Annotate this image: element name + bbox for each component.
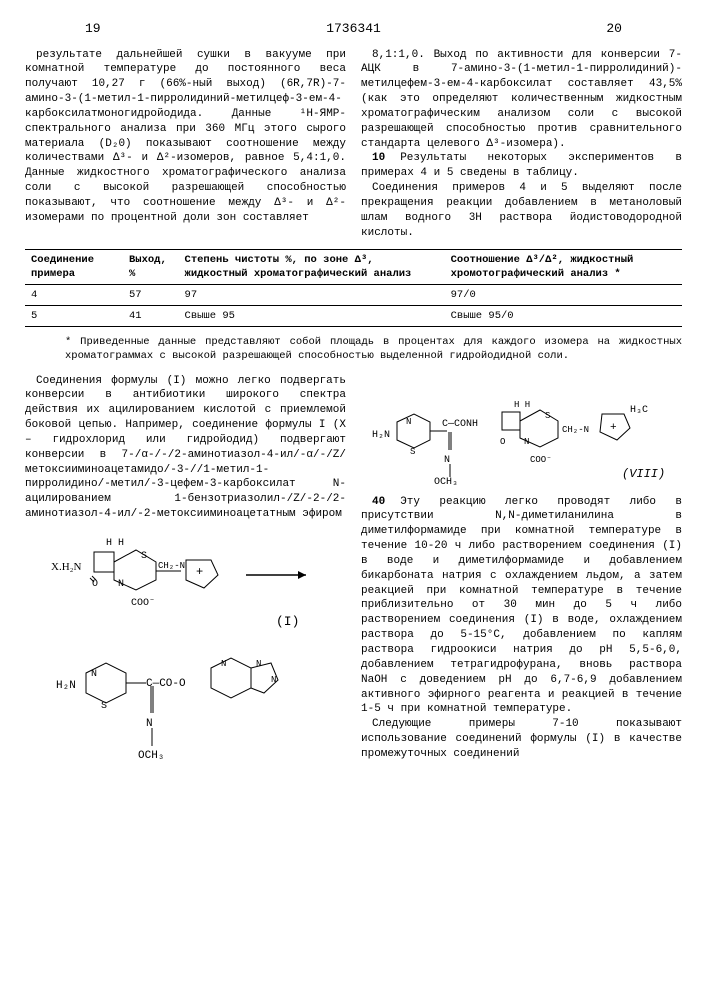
para-c1b-1: Соединения формулы (I) можно легко подве…	[25, 374, 346, 522]
para-c1a-1: результате дальнейшей сушки в вакууме пр…	[25, 48, 346, 226]
cell: 57	[123, 284, 179, 305]
page-right: 20	[606, 20, 622, 38]
svg-text:O: O	[500, 437, 505, 447]
svg-text:S: S	[101, 701, 107, 712]
para-c2b-1: 40Эту реакцию легко проводят либо в прис…	[361, 495, 682, 718]
svg-text:H H: H H	[514, 400, 530, 410]
table-header-row: Соединение примера Выход, % Степень чист…	[25, 249, 682, 284]
table-row: 4 57 97 97/0	[25, 284, 682, 305]
svg-text:C—CO-O: C—CO-O	[146, 678, 186, 690]
chem-structure-2: H₂N S N C—CO-O N OCH₃ N N N	[25, 638, 346, 768]
line-num-40: 40	[361, 495, 385, 510]
svg-text:H₂N: H₂N	[56, 680, 76, 692]
doc-number: 1736341	[326, 20, 381, 38]
svg-text:OCH₃: OCH₃	[138, 750, 164, 762]
cell: Свыше 95/0	[445, 306, 682, 327]
svg-text:S: S	[410, 447, 415, 457]
svg-text:N: N	[524, 437, 529, 447]
svg-text:S: S	[141, 551, 147, 562]
col-left-top: результате дальнейшей сушки в вакууме пр…	[25, 48, 346, 241]
line-num-10: 10	[361, 151, 385, 166]
svg-text:CH₂-N: CH₂-N	[158, 561, 185, 571]
formula-label-1: (I)	[276, 614, 299, 629]
svg-text:COO⁻: COO⁻	[530, 455, 552, 465]
svg-text:N: N	[91, 669, 97, 680]
svg-text:X.H₂N: X.H₂N	[51, 561, 81, 573]
table-row: 5 41 Свыше 95 Свыше 95/0	[25, 306, 682, 327]
svg-text:H H: H H	[106, 538, 124, 549]
th-ratio: Соотношение Δ³/Δ², жидкостный хромотогра…	[445, 249, 682, 284]
para-c2a-3: Соединения примеров 4 и 5 выделяют после…	[361, 181, 682, 240]
formula-label-2: (VIII)	[622, 467, 665, 481]
chem-structure-1: X.H₂N H H S N O COO⁻ CH₂-N + (I)	[25, 530, 346, 630]
svg-text:N: N	[221, 659, 226, 669]
cell: 4	[25, 284, 123, 305]
para-c2a-2: 10Результаты некоторых экспериментов в п…	[361, 151, 682, 181]
svg-text:C—CONH: C—CONH	[442, 419, 478, 430]
svg-text:COO⁻: COO⁻	[131, 598, 155, 609]
svg-text:+: +	[196, 565, 203, 579]
th-purity: Степень чистоты %, по зоне Δ³, жидкостны…	[179, 249, 445, 284]
svg-text:+: +	[610, 422, 617, 434]
cell: 97/0	[445, 284, 682, 305]
svg-text:N: N	[444, 455, 450, 466]
cell: 97	[179, 284, 445, 305]
chem-structure-3: H₂N N S C—CONH N OCH₃ H H S N O COO⁻ CH₂…	[361, 382, 682, 487]
col-right-top: 8,1:1,0. Выход по активности для конверс…	[361, 48, 682, 241]
cell: 41	[123, 306, 179, 327]
svg-text:N: N	[256, 659, 261, 669]
svg-text:H₂N: H₂N	[372, 430, 390, 441]
bottom-columns: Соединения формулы (I) можно легко подве…	[25, 374, 682, 776]
svg-text:OCH₃: OCH₃	[434, 477, 458, 487]
top-columns: результате дальнейшей сушки в вакууме пр…	[25, 48, 682, 241]
svg-text:N: N	[118, 579, 124, 590]
col-left-bottom: Соединения формулы (I) можно легко подве…	[25, 374, 346, 776]
cell: 5	[25, 306, 123, 327]
svg-text:N: N	[271, 675, 276, 685]
col-right-bottom: H₂N N S C—CONH N OCH₃ H H S N O COO⁻ CH₂…	[361, 374, 682, 776]
para-c2a-1: 8,1:1,0. Выход по активности для конверс…	[361, 48, 682, 152]
svg-text:S: S	[545, 411, 550, 421]
th-yield: Выход, %	[123, 249, 179, 284]
results-table: Соединение примера Выход, % Степень чист…	[25, 249, 682, 328]
cell: Свыше 95	[179, 306, 445, 327]
svg-text:H₃C: H₃C	[630, 405, 648, 416]
th-compound: Соединение примера	[25, 249, 123, 284]
svg-text:CH₂-N: CH₂-N	[562, 425, 589, 435]
para-c2b-2: Следующие примеры 7-10 показывают исполь…	[361, 717, 682, 762]
page-left: 19	[85, 20, 101, 38]
page-header: 19 1736341 20	[25, 20, 682, 38]
table-footnote: * Приведенные данные представляют собой …	[65, 335, 682, 363]
svg-text:N: N	[406, 417, 411, 427]
